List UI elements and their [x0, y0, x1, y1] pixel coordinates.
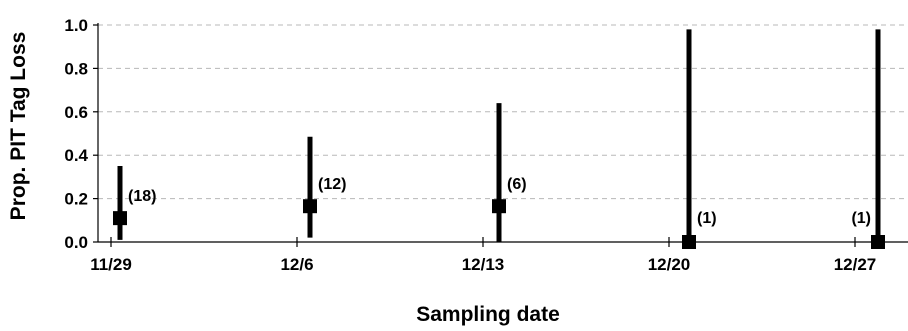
y-tick-label: 1.0 [64, 16, 88, 35]
y-tick-label: 0.4 [64, 146, 88, 165]
y-tick-label: 0.8 [64, 59, 88, 78]
sample-size-label: (1) [697, 210, 717, 227]
data-point [303, 199, 317, 214]
y-tick-label: 0.2 [64, 190, 88, 209]
x-tick-label: 12/6 [280, 255, 313, 274]
y-axis-title: Prop. PIT Tag Loss [7, 32, 30, 221]
data-point [492, 199, 506, 214]
x-tick-label: 12/27 [834, 255, 877, 274]
sample-size-label: (6) [507, 176, 527, 193]
sample-size-label: (1) [851, 210, 871, 227]
data-point [682, 235, 696, 249]
y-tick-label: 0.6 [64, 103, 88, 122]
marks-layer: (18) (12) (6) (1) (1) [113, 29, 885, 249]
grid-layer [98, 24, 908, 200]
axes-layer: 0.0 0.2 0.4 0.6 0.8 1.0 11/29 12/6 12/13 12/20 12/… [64, 16, 908, 274]
sample-size-label: (18) [128, 188, 156, 205]
x-tick-label: 12/13 [462, 255, 505, 274]
data-point [871, 235, 885, 249]
x-axis-title: Sampling date [416, 303, 560, 326]
x-tick-label: 11/29 [90, 255, 132, 274]
sample-size-label: (12) [318, 176, 346, 193]
x-tick-label: 12/20 [648, 255, 691, 274]
y-tick-label: 0.0 [64, 233, 88, 252]
data-point [113, 211, 127, 226]
